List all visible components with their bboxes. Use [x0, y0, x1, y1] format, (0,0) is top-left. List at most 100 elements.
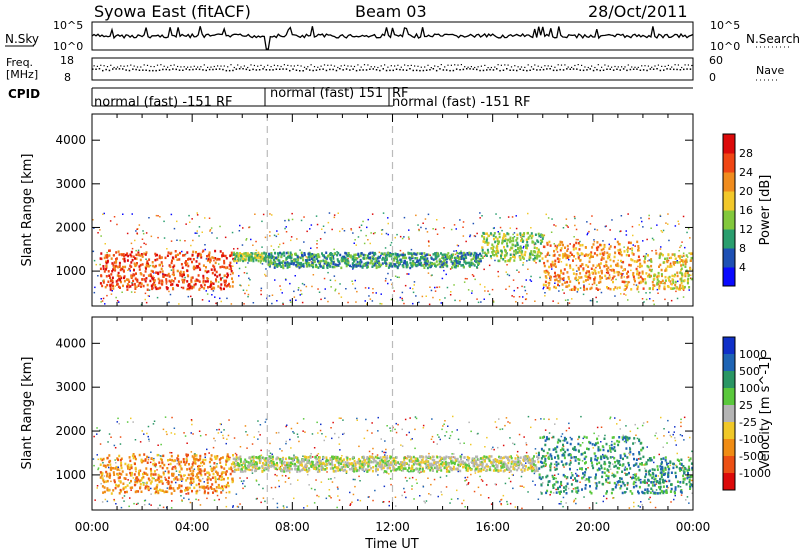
data-cell [441, 263, 444, 267]
scatter-speck [289, 301, 292, 303]
data-cell [680, 281, 683, 285]
nave-point [173, 64, 175, 66]
scatter-speck [440, 302, 442, 304]
scatter-speck [327, 271, 329, 274]
data-cell [514, 249, 517, 252]
scatter-speck [428, 245, 430, 247]
scatter-speck [164, 470, 167, 473]
scatter-speck [104, 243, 106, 245]
scatter-speck [332, 421, 334, 424]
scatter-speck [533, 254, 536, 257]
data-cell [612, 280, 614, 284]
data-cell [146, 288, 149, 291]
data-cell [214, 476, 217, 479]
scatter-speck [228, 419, 230, 421]
scatter-speck [387, 217, 389, 219]
data-cell [206, 478, 209, 481]
data-cell [512, 255, 514, 258]
data-cell [157, 491, 160, 495]
scatter-speck [300, 219, 303, 222]
freq-point [148, 69, 151, 72]
data-cell [159, 286, 162, 290]
data-cell [482, 240, 485, 243]
data-cell [685, 260, 688, 264]
scatter-speck [576, 270, 578, 272]
scatter-speck [148, 217, 150, 219]
scatter-speck [467, 482, 470, 484]
scatter-speck [464, 476, 466, 479]
data-cell [138, 480, 141, 483]
scatter-speck [349, 504, 351, 506]
scatter-speck [100, 235, 102, 237]
data-cell [585, 279, 587, 282]
data-cell [102, 464, 105, 467]
scatter-speck [303, 241, 305, 243]
nave-point [293, 65, 295, 67]
scatter-speck [364, 287, 367, 289]
data-cell [670, 256, 673, 260]
scatter-speck [645, 298, 648, 301]
scatter-speck [206, 497, 208, 500]
data-cell [503, 245, 505, 249]
data-cell [572, 245, 575, 248]
data-cell [601, 276, 603, 279]
nave-point [644, 65, 646, 67]
data-cell [312, 258, 315, 261]
data-cell [335, 263, 338, 267]
data-cell [590, 286, 593, 290]
scatter-speck [334, 289, 336, 292]
scatter-speck [648, 214, 650, 217]
data-cell [142, 284, 145, 288]
data-cell [115, 259, 118, 262]
data-cell [628, 263, 631, 267]
scatter-speck [522, 262, 525, 264]
scatter-speck [293, 432, 295, 434]
data-cell [669, 280, 672, 283]
data-cell [457, 261, 460, 265]
scatter-speck [482, 252, 484, 254]
scatter-speck [648, 217, 650, 220]
scatter-speck [398, 276, 400, 279]
scatter-speck [625, 288, 627, 290]
scatter-speck [549, 494, 551, 496]
data-cell [522, 257, 525, 260]
data-cell [201, 460, 204, 464]
data-cell [217, 483, 220, 487]
scatter-speck [483, 255, 486, 257]
scatter-speck [588, 283, 590, 285]
scatter-speck [270, 486, 273, 489]
data-cell [193, 265, 195, 268]
data-cell [548, 240, 551, 244]
data-cell [642, 287, 645, 290]
data-cell [615, 263, 617, 267]
scatter-speck [214, 440, 216, 442]
freq-point [542, 68, 545, 71]
scatter-speck [321, 433, 323, 435]
data-cell [180, 273, 183, 276]
scatter-speck [239, 477, 241, 479]
scatter-speck [627, 213, 629, 215]
data-cell [512, 237, 515, 240]
data-cell [167, 476, 170, 479]
nave-point [146, 64, 149, 66]
data-cell [313, 255, 316, 259]
scatter-speck [406, 480, 408, 482]
freq-point [385, 69, 388, 72]
data-cell [229, 261, 232, 265]
scatter-speck [154, 465, 157, 468]
data-cell [134, 285, 137, 288]
scatter-speck [248, 284, 250, 287]
data-cell [342, 255, 344, 259]
scatter-speck [220, 300, 222, 303]
freq-point [432, 68, 435, 70]
data-cell [529, 234, 532, 237]
data-cell [125, 473, 128, 476]
data-cell [387, 251, 390, 255]
data-cell [228, 490, 231, 494]
data-cell [182, 254, 184, 257]
scatter-speck [257, 420, 259, 422]
data-cell [171, 256, 174, 259]
scatter-speck [466, 484, 468, 486]
freq-point [265, 69, 268, 71]
freq-point [208, 68, 211, 71]
